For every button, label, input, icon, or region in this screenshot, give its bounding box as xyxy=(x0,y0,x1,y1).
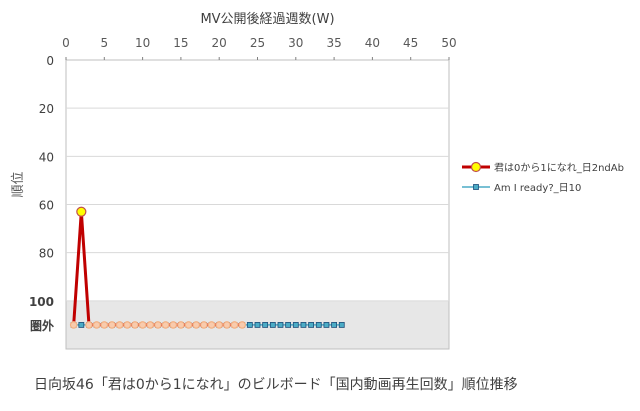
series-1-point-35 xyxy=(338,322,345,328)
series-0-point-22 xyxy=(238,321,246,329)
series-1-point-32 xyxy=(315,322,322,328)
series-0-point-4 xyxy=(100,321,109,329)
series-0-point-12 xyxy=(161,321,170,329)
series-0-point-5 xyxy=(108,321,116,329)
series-1-point-28 xyxy=(285,322,292,328)
x-tick-label-1: 5 xyxy=(100,36,108,50)
legend: 君は0から1になれ_日2ndAb Am I ready?_日10 xyxy=(462,161,624,194)
y-tick-label-2: 40 xyxy=(39,150,54,164)
x-tick-label-9: 45 xyxy=(403,36,418,50)
series-1-point-26 xyxy=(269,322,276,328)
grid-layer xyxy=(65,59,450,350)
series-0-point-20 xyxy=(223,321,231,329)
series-0-point-7 xyxy=(123,321,132,329)
series-0-point-19 xyxy=(215,321,224,329)
series-0-point-21 xyxy=(230,321,239,329)
x-tick-label-4: 20 xyxy=(212,36,227,50)
x-tick-label-5: 25 xyxy=(250,36,265,50)
series-0-point-16 xyxy=(192,321,201,329)
series-1-point-30 xyxy=(300,322,307,328)
series-1-point-1 xyxy=(78,322,85,328)
axis-layer: 0 5 10 15 20 25 30 35 40 45 50 0 20 40 60 80 100 圏外 MV公開後経… xyxy=(11,12,457,333)
x-tick-label-3: 15 xyxy=(173,36,188,50)
series-0-point-17 xyxy=(200,321,208,329)
series-0-point-8 xyxy=(131,321,139,329)
y-tick-label-0: 0 xyxy=(46,54,54,68)
x-tick-label-6: 30 xyxy=(288,36,303,50)
legend-item-1: Am I ready?_日10 xyxy=(462,183,581,194)
x-tick-label-8: 40 xyxy=(365,36,380,50)
y-axis-title: 順位 xyxy=(11,171,26,197)
y-tick-label-4: 80 xyxy=(39,247,54,261)
legend-item-0: 君は0から1になれ_日2ndAb xyxy=(462,161,624,174)
x-tick-label-0: 0 xyxy=(62,36,70,50)
series-layer xyxy=(69,206,345,329)
series-1-point-33 xyxy=(323,322,330,328)
series-0-point-13 xyxy=(169,321,178,329)
series-1-point-34 xyxy=(331,322,338,328)
x-tick-label-2: 10 xyxy=(135,36,150,50)
series-1-point-29 xyxy=(292,322,299,328)
series-0-point-15 xyxy=(184,321,193,329)
y-tick-label-1: 20 xyxy=(39,102,54,116)
legend-label-1: Am I ready?_日10 xyxy=(494,183,581,194)
series-0-point-3 xyxy=(92,321,101,329)
series-1-point-23 xyxy=(246,322,253,328)
series-0-point-10 xyxy=(146,321,155,329)
series-1-point-27 xyxy=(277,322,284,328)
legend-marker-0 xyxy=(470,161,482,173)
series-0-point-18 xyxy=(207,321,216,329)
series-0-point-0 xyxy=(69,321,78,329)
x-tick-label-7: 35 xyxy=(326,36,341,50)
series-0-point-14 xyxy=(177,321,185,329)
x-axis-title: MV公開後経過週数(W) xyxy=(200,12,334,27)
x-tick-label-10: 50 xyxy=(441,36,456,50)
y-tick-label-3: 60 xyxy=(39,199,54,213)
out-of-rank-label: 圏外 xyxy=(30,318,54,333)
y-tick-label-5: 100 xyxy=(29,295,54,309)
series-0 xyxy=(69,206,246,329)
series-1-point-25 xyxy=(262,322,269,328)
series-1-point-31 xyxy=(308,322,315,328)
legend-label-0: 君は0から1になれ_日2ndAb xyxy=(494,162,624,174)
series-0-point-1 xyxy=(76,206,87,217)
series-1-point-24 xyxy=(254,322,261,328)
legend-marker-1 xyxy=(473,184,479,190)
series-0-point-2 xyxy=(85,321,93,329)
series-0-point-9 xyxy=(138,321,147,329)
chart-caption: 日向坂46「君は0から1になれ」のビルボード「国内動画再生回数」順位推移 xyxy=(34,377,518,393)
series-0-point-11 xyxy=(154,321,162,329)
series-0-point-6 xyxy=(115,321,124,329)
